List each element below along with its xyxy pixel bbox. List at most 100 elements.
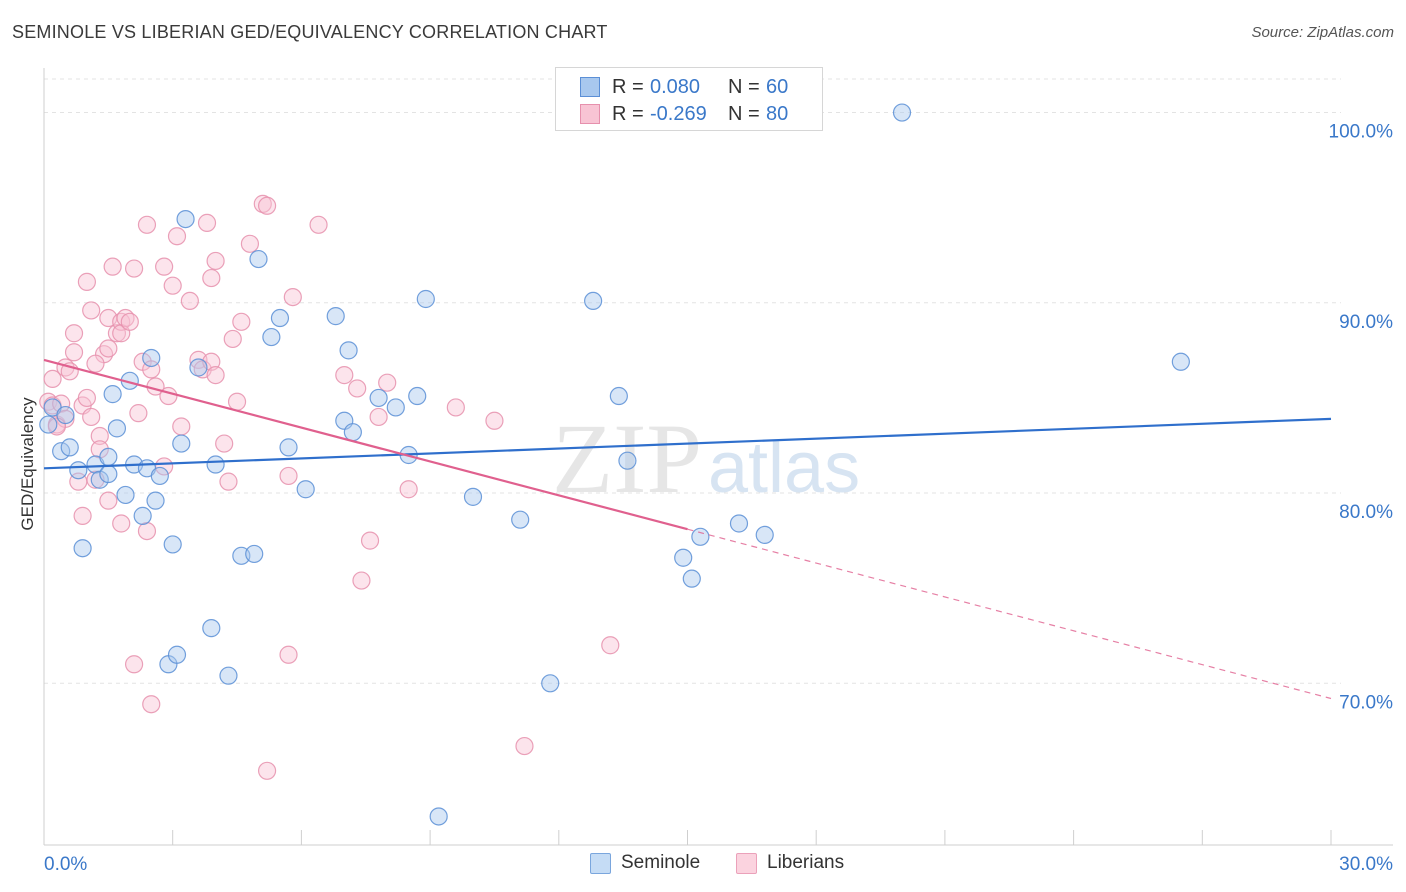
liberian-point (124, 655, 144, 674)
r-value: 0.080 (650, 75, 701, 98)
seminole-point (163, 535, 182, 554)
seminole-point (386, 398, 405, 417)
liberian-point (90, 426, 109, 446)
liberian-point (99, 491, 118, 510)
seminole-point (326, 307, 345, 326)
seminole-point (262, 327, 281, 347)
liberian-swatch (580, 104, 600, 124)
seminole-point (892, 103, 912, 122)
liberian-point (99, 339, 118, 358)
liberian-point (257, 196, 277, 215)
liberian-point (172, 417, 191, 436)
x-tick-label: 0.0% (44, 854, 87, 875)
seminole-point (189, 358, 208, 377)
seminole-point (609, 386, 628, 406)
seminole-point (408, 386, 427, 406)
seminole-point (142, 348, 161, 368)
legend-item-liberians: Liberians (736, 852, 844, 874)
axes (43, 68, 1393, 846)
liberian-point (163, 276, 182, 295)
legend-row-seminole: R = 0.080 N = 60 (580, 74, 788, 100)
seminole-point (206, 455, 225, 474)
y-tick-label: 90.0% (1339, 312, 1393, 333)
seminole-point (116, 485, 135, 505)
liberian-trend-extension (687, 528, 1332, 700)
seminole-point (416, 289, 435, 309)
liberian-point (112, 514, 131, 533)
liberian-point (197, 213, 217, 233)
liberians-legend-swatch (736, 852, 757, 874)
watermark-zip: ZIP (552, 403, 702, 514)
seminole-point (270, 308, 290, 328)
liberian-point (206, 251, 225, 271)
n-value: 80 (766, 102, 789, 125)
grid-lines (44, 78, 1341, 684)
seminole-point (729, 514, 749, 533)
trend-lines (43, 358, 1332, 700)
liberian-point (206, 365, 225, 385)
liberian-point (137, 215, 157, 234)
source-label: Source: ZipAtlas.com (1251, 24, 1394, 41)
seminole-point (755, 525, 774, 545)
seminole-point (541, 674, 560, 693)
correlation-legend: R = 0.080 N = 60 R = -0.269 N = 80 (555, 67, 823, 131)
liberian-point (73, 506, 92, 525)
liberian-point (129, 404, 148, 423)
liberian-point (167, 227, 187, 246)
legend-item-seminole: Seminole (590, 852, 700, 874)
liberian-point (348, 379, 367, 398)
y-tick-label: 80.0% (1339, 502, 1393, 523)
seminole-point (296, 480, 315, 499)
y-axis-label: GED/Equivalency (18, 397, 37, 531)
liberian-point (86, 354, 105, 373)
seminole-point (60, 438, 79, 457)
liberian-point (399, 480, 418, 499)
seminole-point (369, 388, 388, 408)
liberian-point (360, 531, 380, 550)
y-tick-label: 100.0% (1329, 122, 1394, 143)
seminole-point (202, 619, 221, 638)
seminole-legend-label: Seminole (621, 852, 701, 873)
liberian-point (352, 571, 371, 590)
liberian-point (257, 761, 277, 780)
seminole-point (1171, 352, 1190, 371)
liberian-point (219, 472, 238, 491)
liberian-point (64, 343, 84, 362)
r-label: R = (612, 102, 644, 125)
tick-labels: 100.0% 90.0% 80.0% 70.0% 0.0% 30.0% (44, 122, 1393, 875)
liberian-point (335, 365, 354, 385)
liberian-point (240, 234, 260, 253)
seminole-point (339, 341, 358, 360)
liberian-point (82, 407, 101, 427)
seminole-point (150, 466, 169, 486)
seminole-point (99, 464, 118, 484)
liberian-point (232, 312, 251, 331)
liberian-point (82, 301, 101, 320)
liberian-point (124, 259, 144, 278)
seminole-point (39, 415, 58, 434)
seminole-point (52, 442, 71, 461)
r-label: R = (612, 75, 644, 98)
seminole-points (39, 103, 1190, 826)
liberian-point (77, 272, 97, 291)
liberian-point (103, 257, 122, 276)
seminole-swatch (580, 77, 600, 97)
liberian-point (107, 324, 127, 343)
liberian-point (309, 215, 328, 234)
seminole-point (429, 807, 448, 826)
seminole-point (146, 491, 165, 510)
liberian-point (43, 369, 62, 389)
seminole-point (107, 419, 127, 438)
seminole-point (103, 385, 122, 404)
seminole-point (99, 447, 118, 467)
seminole-point (176, 209, 195, 229)
chart-title: SEMINOLE VS LIBERIAN GED/EQUIVALENCY COR… (12, 22, 608, 42)
liberian-point (215, 434, 234, 453)
y-tick-label: 70.0% (1339, 692, 1393, 713)
liberian-point (137, 521, 157, 541)
n-label: N = (728, 75, 760, 98)
seminole-point (618, 451, 637, 470)
watermark: ZIP atlas (552, 403, 860, 514)
seminole-point (584, 291, 603, 311)
